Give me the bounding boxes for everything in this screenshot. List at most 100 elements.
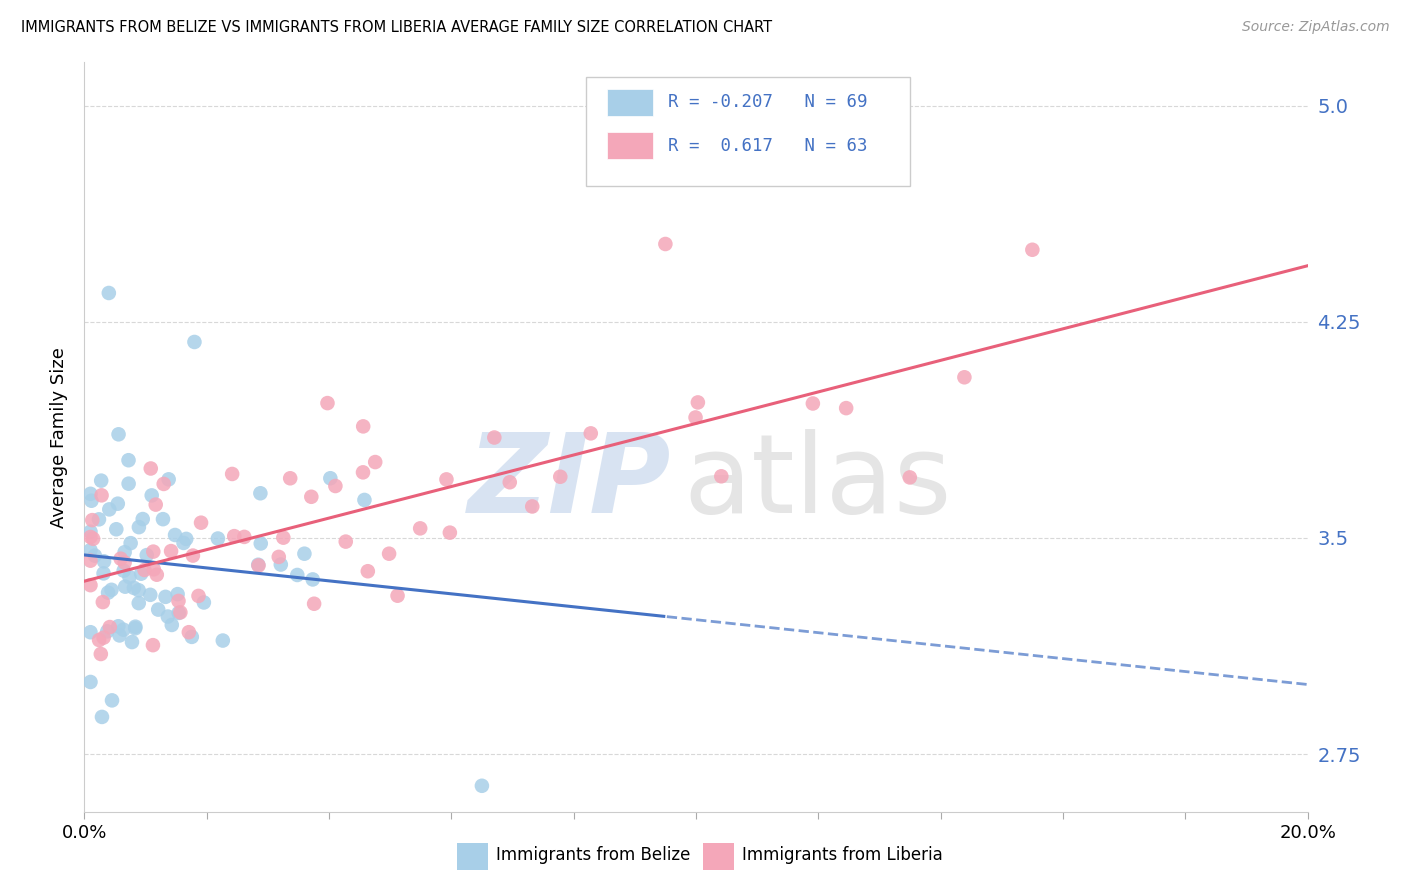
Y-axis label: Average Family Size: Average Family Size (51, 347, 69, 527)
Text: ZIP: ZIP (468, 428, 672, 535)
Point (353, 492, 375, 507)
FancyBboxPatch shape (606, 88, 654, 116)
Point (166, 587, 188, 601)
Point (299, 490, 322, 504)
Point (87, 633, 110, 648)
Point (579, 426, 602, 441)
Point (97, 285, 120, 300)
Point (471, 779, 494, 793)
Point (87, 512, 110, 526)
Point (124, 620, 146, 634)
Point (187, 589, 209, 603)
Point (224, 529, 246, 543)
Point (364, 455, 387, 469)
Text: IMMIGRANTS FROM BELIZE VS IMMIGRANTS FROM LIBERIA AVERAGE FAMILY SIZE CORRELATIO: IMMIGRANTS FROM BELIZE VS IMMIGRANTS FRO… (21, 20, 772, 35)
Point (79, 675, 101, 690)
Point (83, 549, 105, 563)
Point (105, 522, 128, 536)
Point (142, 638, 165, 652)
Point (141, 488, 163, 502)
Point (710, 469, 733, 483)
Point (157, 472, 180, 486)
Point (148, 602, 170, 616)
Point (294, 547, 316, 561)
Point (107, 619, 129, 633)
Point (193, 595, 215, 609)
Point (114, 580, 136, 594)
Point (267, 549, 290, 564)
Point (96, 624, 118, 639)
Point (82, 513, 104, 527)
Point (378, 547, 401, 561)
Point (93, 566, 115, 581)
Point (93, 554, 115, 568)
Point (98, 502, 121, 516)
Point (247, 558, 270, 572)
Point (325, 479, 347, 493)
Point (499, 475, 522, 490)
Point (686, 395, 709, 409)
Point (316, 396, 339, 410)
Point (139, 588, 162, 602)
Point (117, 476, 139, 491)
Point (107, 427, 129, 442)
Point (90, 647, 112, 661)
Point (181, 549, 204, 563)
Point (190, 516, 212, 530)
Point (207, 532, 229, 546)
Text: Source: ZipAtlas.com: Source: ZipAtlas.com (1241, 20, 1389, 34)
Point (118, 570, 141, 584)
Point (654, 237, 676, 252)
Point (302, 597, 325, 611)
Point (177, 625, 200, 640)
Point (173, 536, 195, 550)
Point (79, 530, 101, 544)
Point (79, 487, 101, 501)
Point (160, 618, 183, 632)
Point (117, 453, 139, 467)
Text: Immigrants from Liberia: Immigrants from Liberia (742, 846, 943, 863)
Point (898, 470, 921, 484)
Point (953, 370, 976, 384)
Point (121, 635, 143, 649)
Point (79, 524, 101, 539)
Point (152, 512, 174, 526)
Point (835, 401, 858, 416)
Point (110, 551, 132, 566)
Point (134, 563, 156, 577)
Point (484, 430, 506, 444)
Point (801, 396, 824, 410)
Point (93, 631, 115, 645)
Point (79, 578, 101, 592)
Point (82, 532, 104, 546)
Point (145, 498, 167, 512)
Point (156, 609, 179, 624)
Point (301, 573, 323, 587)
Point (155, 590, 177, 604)
Point (114, 545, 136, 559)
Text: R =  0.617   N = 63: R = 0.617 N = 63 (668, 136, 868, 154)
Point (114, 556, 136, 570)
Point (352, 419, 374, 434)
Point (319, 471, 342, 485)
Point (247, 558, 270, 573)
Point (1021, 243, 1043, 257)
FancyBboxPatch shape (586, 78, 910, 186)
Point (409, 521, 432, 535)
Point (112, 564, 135, 578)
Point (90, 488, 112, 502)
Text: R = -0.207   N = 69: R = -0.207 N = 69 (668, 93, 868, 112)
Point (132, 512, 155, 526)
Point (439, 525, 461, 540)
Point (122, 581, 145, 595)
Point (98, 620, 121, 634)
Point (142, 544, 165, 558)
Point (169, 606, 191, 620)
Point (180, 630, 202, 644)
Point (436, 472, 458, 486)
Point (146, 567, 169, 582)
Point (142, 562, 165, 576)
Point (91, 595, 114, 609)
Point (160, 544, 183, 558)
Point (183, 334, 205, 349)
